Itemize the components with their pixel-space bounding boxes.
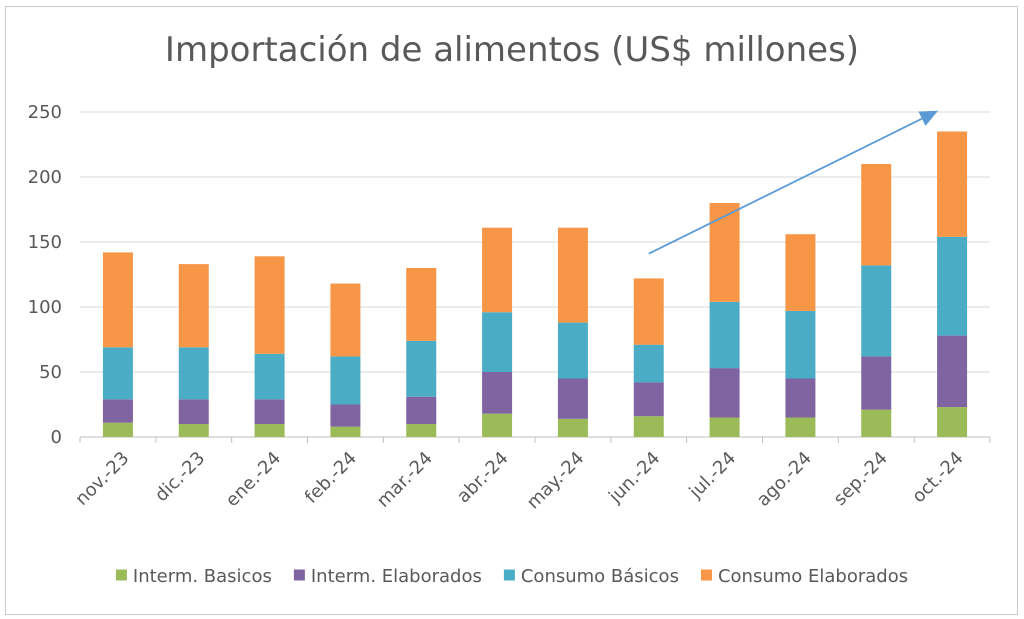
y-tick-label: 200 — [28, 167, 62, 188]
bar-segment — [406, 424, 437, 437]
x-category-label: feb.-24 — [301, 448, 361, 508]
bar-segment — [633, 344, 664, 383]
legend-item: Consumo Básicos — [503, 566, 679, 587]
legend-label: Interm. Elaborados — [311, 566, 482, 587]
bar-segment — [633, 278, 664, 345]
bar-segment — [557, 418, 588, 437]
bar-segment — [254, 353, 285, 400]
x-category-label: sep.-24 — [830, 448, 892, 510]
x-category-label: mar.-24 — [373, 448, 437, 512]
bar-segment — [406, 396, 437, 424]
bar-segment — [330, 404, 361, 427]
y-tick-label: 0 — [51, 427, 62, 448]
legend-item: Interm. Basicos — [115, 566, 272, 587]
bar-segment — [709, 368, 740, 418]
legend-label: Interm. Basicos — [133, 566, 272, 587]
bar-segment — [557, 322, 588, 379]
bar-segment — [557, 227, 588, 323]
bar-segment — [937, 407, 968, 437]
bar-segment — [482, 227, 513, 313]
bar-segment — [937, 131, 968, 237]
trend-arrow-line — [648, 117, 923, 255]
legend-label: Consumo Elaborados — [718, 566, 908, 587]
bar-segment — [633, 416, 664, 437]
y-tick-label: 150 — [28, 232, 62, 253]
bar-segment — [406, 340, 437, 397]
legend-item: Interm. Elaborados — [293, 566, 482, 587]
bar-segment — [330, 356, 361, 405]
bar-segment — [482, 312, 513, 372]
x-category-label: ene.-24 — [222, 448, 285, 511]
x-category-label: abr.-24 — [453, 448, 513, 508]
y-tick-label: 50 — [39, 362, 62, 383]
bar-segment — [102, 422, 133, 437]
x-category-label: jun.-24 — [604, 448, 664, 508]
trend-arrow — [648, 110, 939, 255]
trend-arrow-head — [918, 110, 939, 126]
bar-segment — [178, 424, 209, 437]
legend-swatch — [700, 569, 712, 581]
bar-segment — [785, 378, 816, 418]
legend-item: Consumo Elaborados — [700, 566, 908, 587]
bar-segment — [178, 264, 209, 348]
legend-label: Consumo Básicos — [521, 566, 679, 587]
bar-segment — [406, 268, 437, 341]
bar-segment — [861, 409, 892, 437]
bar-segment — [785, 234, 816, 311]
bar-segment — [254, 399, 285, 424]
chart-title: Importación de alimentos (US$ millones) — [164, 30, 860, 70]
bar-segment — [937, 335, 968, 408]
y-tick-label: 250 — [28, 102, 62, 123]
bar-segment — [254, 256, 285, 354]
y-tick-label: 100 — [28, 297, 62, 318]
bar-segment — [254, 424, 285, 437]
bar-segment — [709, 203, 740, 302]
legend: Interm. Basicos Interm. Elaborados Consumo… — [115, 566, 908, 587]
bar-segment — [330, 426, 361, 437]
bar-segment — [937, 236, 968, 336]
x-category-label: jul.-24 — [685, 448, 741, 504]
bar-segment — [709, 417, 740, 437]
bar-segment — [709, 301, 740, 369]
bar-segment — [785, 417, 816, 437]
legend-swatch — [115, 569, 127, 581]
bar-segment — [861, 356, 892, 410]
bar-segment — [633, 382, 664, 417]
bar-segment — [330, 283, 361, 357]
bars — [102, 131, 968, 437]
x-category-label: dic.-23 — [151, 448, 209, 506]
bar-segment — [861, 265, 892, 357]
bar-segment — [102, 399, 133, 423]
bar-segment — [178, 347, 209, 400]
x-category-label: oct.-24 — [908, 448, 967, 507]
bar-segment — [482, 413, 513, 437]
bar-segment — [785, 310, 816, 379]
bar-segment — [178, 399, 209, 424]
bar-segment — [102, 347, 133, 400]
x-category-label: ago.-24 — [753, 448, 816, 511]
bar-segment — [861, 164, 892, 266]
legend-swatch — [293, 569, 305, 581]
bar-segment — [557, 378, 588, 419]
x-category-label: may.-24 — [523, 448, 589, 514]
x-category-label: nov.-23 — [71, 448, 133, 510]
bar-segment — [482, 372, 513, 414]
axes — [79, 436, 991, 443]
legend-swatch — [503, 569, 515, 581]
bar-segment — [102, 252, 133, 348]
gridlines — [80, 111, 990, 373]
